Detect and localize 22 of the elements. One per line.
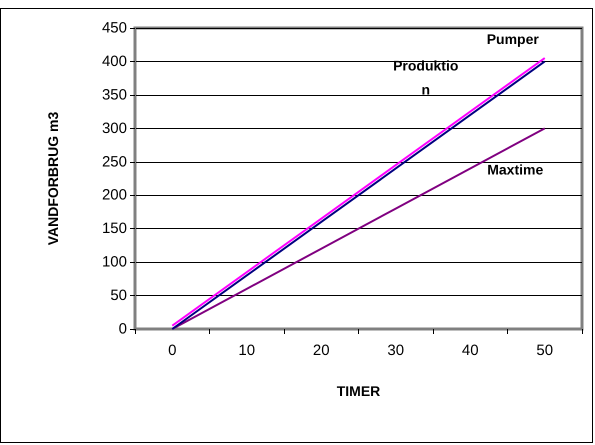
x-tick-label: 0: [168, 342, 176, 359]
y-tick-label: 100: [102, 254, 127, 271]
x-axis-title: TIMER: [336, 383, 380, 399]
y-axis-title: VANDFORBRUG m3: [45, 112, 61, 246]
x-tick-label: 40: [462, 342, 479, 359]
y-tick-label: 0: [118, 320, 127, 338]
y-tick-label: 450: [102, 20, 127, 36]
y-tick-label: 200: [102, 186, 127, 204]
series-label: Maxtime: [487, 161, 544, 178]
y-tick-label: 350: [102, 86, 127, 104]
y-tick-label: 50: [110, 287, 127, 304]
y-tick-label: 300: [102, 120, 127, 137]
line-series: [171, 127, 546, 330]
x-tick-label: 50: [536, 342, 554, 359]
series-label: Produktion: [393, 57, 458, 98]
x-tick-label: 30: [387, 342, 404, 359]
x-tick-label: 10: [238, 342, 256, 359]
y-tick-label: 400: [102, 52, 127, 70]
x-tick-label: 20: [312, 342, 330, 359]
y-tick-label: 150: [102, 220, 127, 238]
series-label: Pumper: [486, 31, 540, 48]
y-tick-label: 250: [102, 153, 127, 170]
